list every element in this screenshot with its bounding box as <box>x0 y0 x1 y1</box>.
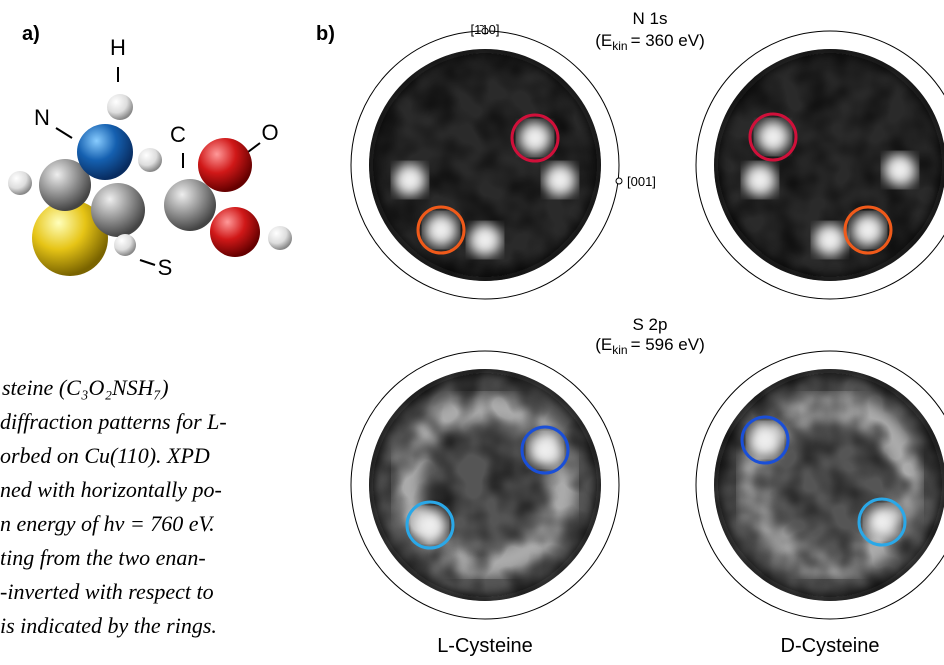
pattern-spot <box>744 164 776 196</box>
pattern-spot <box>519 122 551 154</box>
atom-label: H <box>110 35 126 60</box>
row-energy: (Ekin = 596 eV) <box>595 335 705 357</box>
caption-line: steine (C₃O₂NSH₇) <box>2 375 169 400</box>
direction-label: [001] <box>627 174 656 189</box>
pattern-spot <box>866 506 898 538</box>
figure: a) b) H N C O S steine (C₃O₂NSH₇) diffrac… <box>0 0 944 660</box>
atom-label: O <box>261 120 278 145</box>
energy-text: (E <box>595 335 612 354</box>
direction-marker <box>616 178 622 184</box>
column-label: L-Cysteine <box>437 635 533 657</box>
caption-line: ned with horizontally po- <box>0 477 222 502</box>
caption-line: n energy of hν = 760 eV. <box>0 511 215 536</box>
row-energy: (Ekin = 360 eV) <box>595 31 705 53</box>
pattern-spot <box>884 154 916 186</box>
pattern <box>714 369 944 601</box>
energy-sub: kin <box>612 343 627 357</box>
pattern-spot <box>529 434 561 466</box>
atom-label: N <box>34 105 50 130</box>
caption-line: -inverted with respect to <box>0 579 214 604</box>
caption-line: ting from the two enan- <box>0 545 206 570</box>
pattern-spot <box>544 164 576 196</box>
column-label: D-Cysteine <box>781 635 880 657</box>
row-title: N 1s <box>633 9 668 28</box>
pattern <box>369 369 601 601</box>
pattern-spot <box>749 424 781 456</box>
atom-label: S <box>158 255 173 280</box>
caption-line: is indicated by the rings. <box>0 613 217 638</box>
pattern-spot <box>394 164 426 196</box>
direction-label: [1̄10] <box>471 22 500 37</box>
caption-line: diffraction patterns for L- <box>0 409 227 434</box>
energy-text: = 596 eV) <box>631 335 705 354</box>
caption-line: orbed on Cu(110). XPD <box>0 443 210 468</box>
energy-sub: kin <box>612 39 627 53</box>
atom-label: C <box>170 122 186 147</box>
pattern-spot <box>814 224 846 256</box>
panel-label: a) <box>22 23 40 45</box>
pattern <box>369 49 601 281</box>
panel-label: b) <box>316 23 335 45</box>
pattern-spot <box>425 214 457 246</box>
pattern-spot <box>852 214 884 246</box>
pattern-spot <box>414 509 446 541</box>
pattern-spot <box>469 224 501 256</box>
pattern <box>714 49 944 281</box>
energy-text: (E <box>595 31 612 50</box>
pattern-spot <box>757 121 789 153</box>
energy-text: = 360 eV) <box>631 31 705 50</box>
row-title: S 2p <box>633 315 668 334</box>
